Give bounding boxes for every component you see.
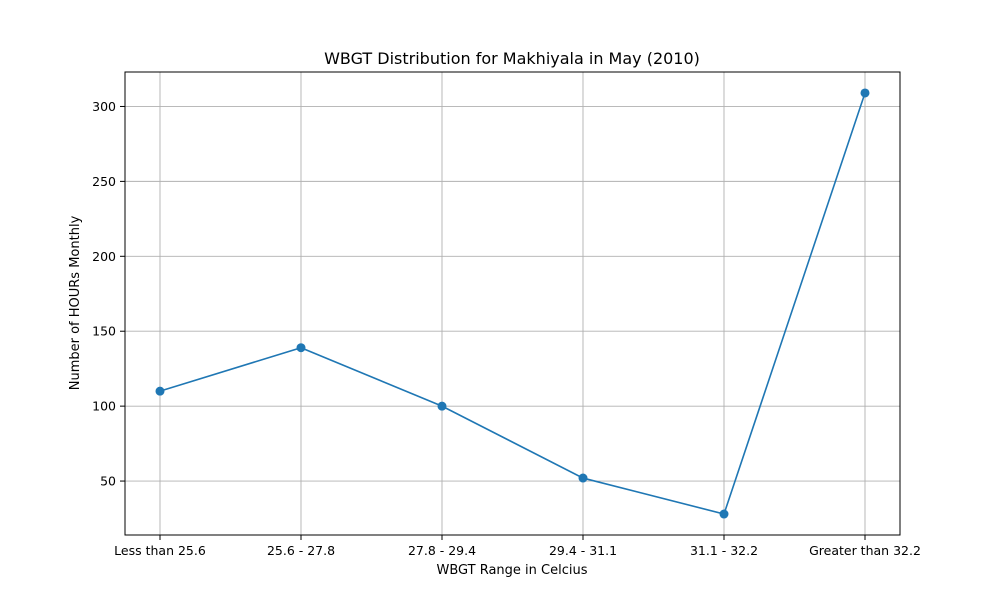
grid [125, 72, 900, 535]
data-point [719, 509, 729, 519]
y-tick-label: 300 [92, 99, 116, 114]
y-tick-label: 50 [100, 474, 116, 489]
series-line [159, 92, 866, 515]
x-tick-label: Less than 25.6 [114, 543, 206, 558]
x-tick-label: 27.8 - 29.4 [408, 543, 476, 558]
x-axis-label: WBGT Range in Celcius [436, 563, 587, 578]
x-tick-label: 29.4 - 31.1 [549, 543, 617, 558]
y-tick-label: 200 [92, 249, 116, 264]
data-point [296, 343, 306, 353]
series-layer [155, 88, 870, 519]
y-axis-label: Number of HOURs Monthly [68, 215, 83, 390]
data-point [578, 473, 588, 483]
data-point [860, 88, 870, 98]
x-tick-label: 25.6 - 27.8 [267, 543, 335, 558]
chart-title: WBGT Distribution for Makhiyala in May (… [324, 49, 700, 68]
axes: Less than 25.6 25.6 - 27.8 27.8 - 29.4 29.4… [92, 99, 921, 558]
y-tick-label: 100 [92, 399, 116, 414]
plot-area-frame [124, 71, 901, 536]
x-tick-label: 31.1 - 32.2 [690, 543, 758, 558]
data-point [155, 386, 165, 396]
data-point [437, 401, 447, 411]
y-tick-label: 150 [92, 324, 116, 339]
x-tick-label: Greater than 32.2 [809, 543, 921, 558]
y-tick-label: 250 [92, 174, 116, 189]
